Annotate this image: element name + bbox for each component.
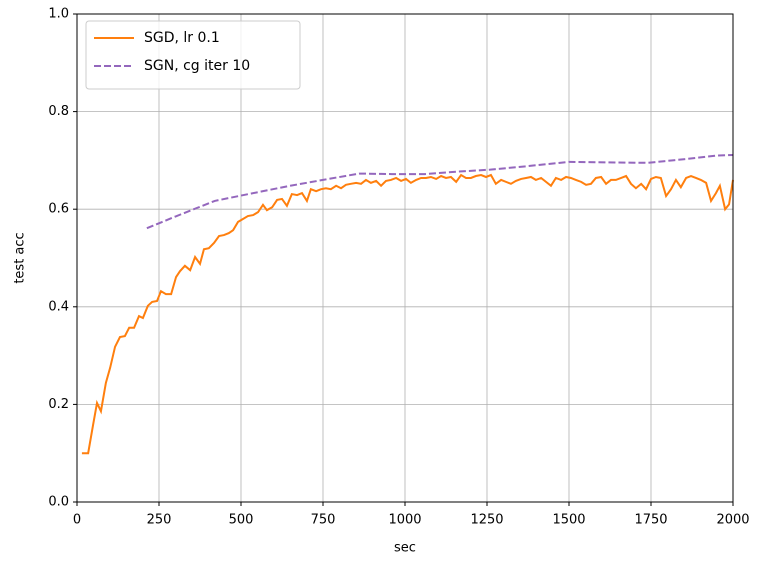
x-tick-label: 1250 <box>470 513 503 528</box>
y-tick-label: 0.0 <box>48 495 69 510</box>
line <box>146 154 734 230</box>
x-tick-label: 1500 <box>552 513 585 528</box>
y-tick-label: 0.4 <box>48 299 69 314</box>
x-tick-label: 0 <box>73 513 81 528</box>
legend-label: SGN, cg iter 10 <box>144 58 250 74</box>
x-tick-label: 2000 <box>716 513 749 528</box>
legend-label: SGD, lr 0.1 <box>144 30 220 46</box>
plot-frame <box>76 13 734 503</box>
line <box>81 173 734 455</box>
y-tick-label: 1.0 <box>48 7 69 22</box>
legend-box <box>85 20 301 90</box>
y-tick-label: 0.6 <box>48 202 69 217</box>
x-tick-label: 1000 <box>388 513 421 528</box>
y-tick-label: 0.2 <box>48 397 69 412</box>
x-tick-label: 1750 <box>634 513 667 528</box>
x-tick-label: 750 <box>311 513 336 528</box>
x-axis-label: sec <box>394 541 416 556</box>
x-tick-label: 500 <box>229 513 254 528</box>
x-tick-label: 250 <box>147 513 172 528</box>
y-tick-label: 0.8 <box>48 104 69 119</box>
y-axis-label: test acc <box>13 232 28 283</box>
